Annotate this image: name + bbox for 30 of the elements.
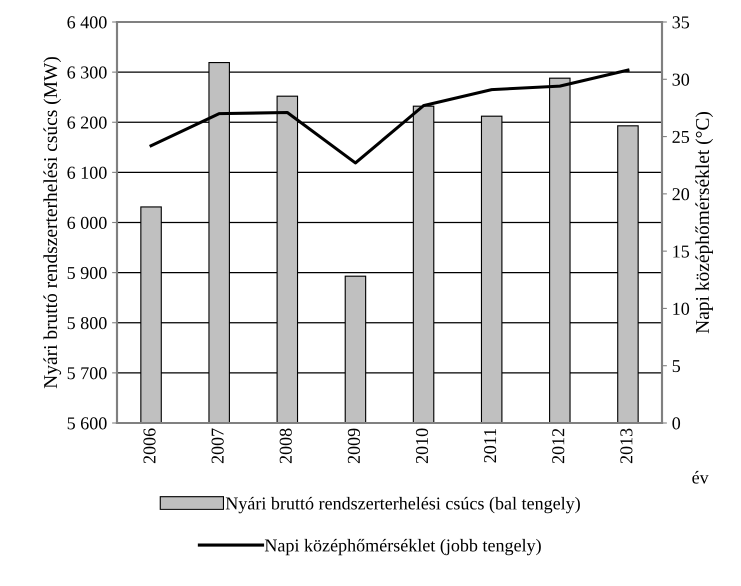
y2-tick-label: 5: [672, 360, 680, 372]
y2-tick-label: 20: [672, 188, 690, 200]
legend-label: Napi középhőmérséklet (jobb tengely): [264, 538, 541, 556]
y-tick-label: 5 600: [68, 417, 107, 430]
y-tick-label: 6 000: [67, 216, 107, 229]
x-tick-label: 2012: [552, 428, 564, 464]
y-tick-label: 6 100: [67, 166, 107, 179]
y-tick-label: 5 700: [68, 367, 107, 380]
y-tick-label: 6 200: [67, 116, 107, 129]
y2-tick-label: 10: [673, 302, 690, 315]
y2-tick-label: 0: [672, 417, 680, 430]
y-tick-label: 5 800: [68, 317, 107, 330]
x-tick-label: 2006: [143, 428, 156, 464]
x-tick-label: 2008: [280, 428, 292, 464]
x-axis-title: év: [692, 470, 709, 484]
legend-label: Nyári bruttó rendszerterhelési csúcs (bal tengely): [226, 496, 580, 514]
x-tick-label: 2010: [416, 428, 428, 464]
y-tick-label: 5 900: [68, 266, 107, 280]
x-tick-label: 2007: [212, 428, 224, 464]
x-tick-label: 2009: [348, 428, 360, 464]
x-tick-label: 2013: [620, 428, 632, 464]
y-axis-title: Nyári bruttó rendszerterhelési csúcs (MW): [43, 57, 62, 388]
y-tick-label: 6 300: [67, 66, 107, 79]
y2-tick-label: 25: [672, 130, 690, 144]
x-tick-label: 2011: [484, 428, 496, 462]
y2-axis-title: Napi középhőmérséklet (°C): [695, 112, 713, 334]
y2-tick-label: 15: [673, 245, 690, 258]
y-tick-label: 6 400: [67, 16, 107, 28]
y2-tick-label: 30: [672, 74, 690, 86]
y2-tick-label: 35: [672, 16, 690, 28]
